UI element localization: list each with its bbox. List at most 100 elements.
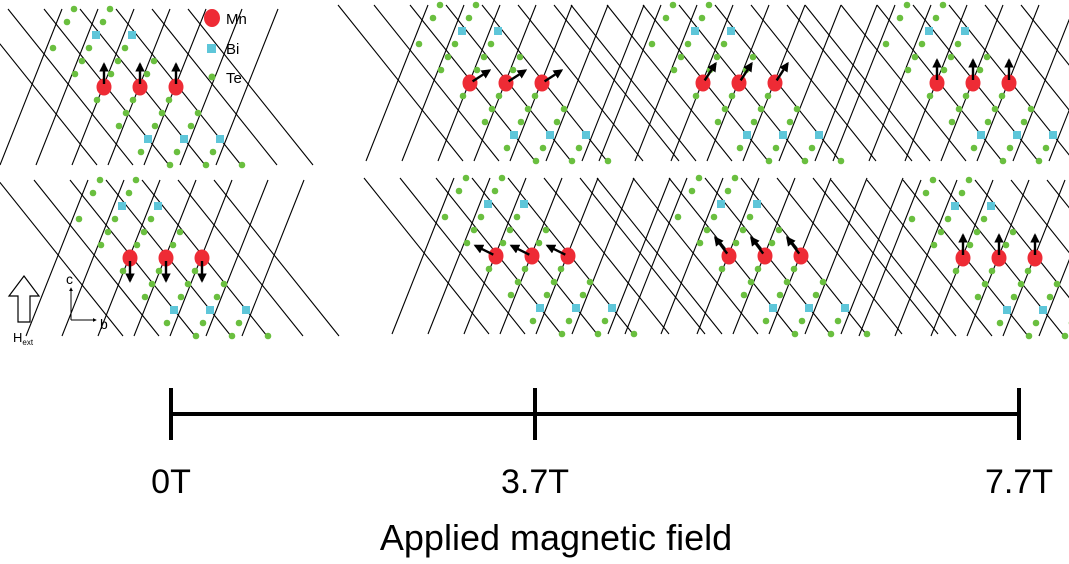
- te-atom: [777, 292, 784, 299]
- te-atom: [105, 229, 112, 236]
- te-atom: [999, 93, 1006, 100]
- bi-atom: [242, 306, 250, 314]
- te-atom: [953, 268, 960, 275]
- panel-zero-field-bottom-lattice: [0, 177, 339, 340]
- te-atom: [971, 145, 978, 152]
- spin-arrow: [751, 238, 763, 254]
- te-atom: [116, 123, 123, 130]
- te-atom: [711, 214, 718, 221]
- te-atom: [488, 41, 495, 48]
- te-atom: [500, 240, 507, 247]
- te-atom: [802, 158, 809, 165]
- timeline-title: Applied magnetic field: [380, 517, 732, 558]
- legend-bi-label: Bi: [226, 41, 239, 58]
- te-atom: [115, 58, 122, 65]
- panel-field-3-7T-bottom-lattice: [364, 175, 705, 338]
- te-atom: [551, 279, 558, 286]
- te-atom: [481, 54, 488, 61]
- te-atom: [776, 227, 783, 234]
- te-atom: [706, 2, 713, 9]
- te-atom: [750, 54, 757, 61]
- legend-bi-marker: [207, 44, 216, 53]
- te-atom: [156, 268, 163, 275]
- bi-atom: [520, 200, 528, 208]
- bi-atom: [691, 27, 699, 35]
- te-atom: [141, 229, 148, 236]
- te-atom: [864, 331, 871, 338]
- te-atom: [559, 331, 566, 338]
- te-atom: [236, 320, 243, 327]
- te-atom: [122, 45, 129, 52]
- mn-atom: [525, 248, 540, 265]
- te-atom: [809, 145, 816, 152]
- panel-field-7-7T-top-lattice: [805, 2, 1069, 165]
- te-atom: [76, 216, 83, 223]
- te-atom: [747, 214, 754, 221]
- field-timeline: 0T 3.7T 7.7T Applied magnetic field: [151, 388, 1053, 558]
- te-atom: [138, 149, 145, 156]
- te-atom: [152, 123, 159, 130]
- te-atom: [956, 106, 963, 113]
- bi-atom: [925, 27, 933, 35]
- te-atom: [496, 93, 503, 100]
- te-atom: [50, 45, 57, 52]
- bi-atom: [779, 131, 787, 139]
- te-atom: [178, 294, 185, 301]
- te-atom: [602, 318, 609, 325]
- te-atom: [193, 333, 200, 340]
- te-atom: [507, 227, 514, 234]
- te-atom: [177, 229, 184, 236]
- bi-atom: [128, 31, 136, 39]
- bi-atom: [987, 202, 995, 210]
- te-atom: [210, 149, 217, 156]
- te-atom: [134, 242, 141, 249]
- bi-atom: [1049, 131, 1057, 139]
- bi-atom: [180, 135, 188, 143]
- te-atom: [763, 318, 770, 325]
- te-atom: [693, 93, 700, 100]
- te-atom: [725, 188, 732, 195]
- te-atom: [689, 188, 696, 195]
- field-indicator: Hext: [9, 276, 39, 347]
- panel-field-7-7T-bottom-lattice-atoms: [909, 177, 1069, 340]
- te-atom: [144, 71, 151, 78]
- mn-atom: [463, 75, 478, 92]
- te-atom: [504, 145, 511, 152]
- te-atom: [442, 214, 449, 221]
- te-atom: [719, 266, 726, 273]
- bi-atom: [484, 200, 492, 208]
- te-atom: [86, 45, 93, 52]
- bi-atom: [118, 202, 126, 210]
- te-atom: [714, 54, 721, 61]
- te-atom: [544, 292, 551, 299]
- axis-b-label: b: [100, 316, 108, 332]
- panel-intermediate-bottom-lattice-atoms: [675, 175, 871, 338]
- bi-atom: [536, 304, 544, 312]
- te-atom: [94, 97, 101, 104]
- te-atom: [492, 188, 499, 195]
- crystal-panels: [0, 2, 1069, 340]
- axis-c-label: c: [66, 271, 73, 287]
- te-atom: [985, 119, 992, 126]
- te-atom: [699, 15, 706, 22]
- te-atom: [1003, 242, 1010, 249]
- te-atom: [478, 214, 485, 221]
- te-atom: [838, 158, 845, 165]
- te-atom: [704, 227, 711, 234]
- te-atom: [765, 93, 772, 100]
- te-atom: [130, 97, 137, 104]
- te-atom: [514, 214, 521, 221]
- spin-arrow: [715, 238, 727, 254]
- te-atom: [536, 240, 543, 247]
- te-atom: [71, 6, 78, 13]
- te-atom: [120, 268, 127, 275]
- te-atom: [685, 41, 692, 48]
- te-atom: [649, 41, 656, 48]
- panel-zero-field-top-lattice: [0, 6, 313, 169]
- te-atom: [456, 188, 463, 195]
- te-atom: [149, 281, 156, 288]
- te-atom: [748, 279, 755, 286]
- te-atom: [997, 320, 1004, 327]
- te-atom: [508, 292, 515, 299]
